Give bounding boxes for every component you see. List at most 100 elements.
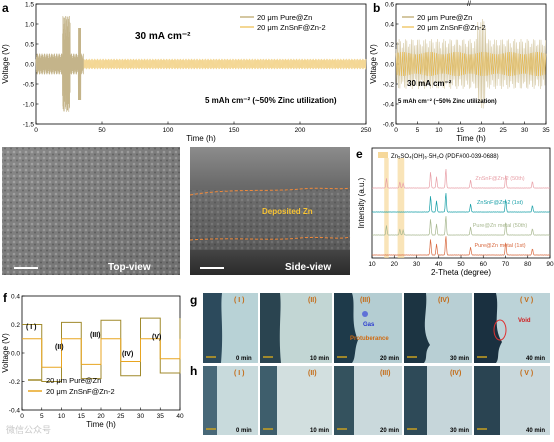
electrode-edge	[334, 366, 354, 435]
frame-time: 0 min	[236, 356, 252, 362]
panel-g-letter: g	[190, 293, 197, 307]
x-tick-label: 5	[416, 127, 420, 134]
y-tick-label: -0.4	[9, 408, 21, 415]
optical-frame: ( I ) 0 min	[203, 366, 258, 435]
panel-e-legend: Zn₅SO₄(OH)₆·5H₂O (PDF#00-039-0688)	[378, 152, 499, 160]
frame-roman: (II)	[308, 297, 317, 304]
x-tick-label: 250	[361, 127, 372, 134]
xrd-trace-label: Pure@Zn metal (1st)	[474, 243, 525, 249]
panel-h-letter: h	[190, 364, 197, 378]
optical-frame: Void ( V ) 40 min	[474, 293, 550, 363]
legend-label-znsnf: 20 μm ZnSnF@Zn-2	[46, 387, 115, 396]
panel-f-stage-5: (V)	[152, 334, 161, 341]
electrode-edge	[404, 366, 427, 435]
legend-label-pure: 20 μm Pure@Zn	[257, 13, 312, 22]
panel-f-stage-2: (II)	[55, 344, 64, 351]
frame-roman: ( V )	[520, 370, 533, 377]
panel-c-sem-image: Top-view	[2, 147, 180, 275]
legend-label-znsnf: 20 μm ZnSnF@Zn-2	[417, 23, 486, 32]
optical-frame: (IV) 30 min	[404, 366, 472, 435]
frame-time: 20 min	[380, 428, 399, 434]
series-znsnf	[22, 338, 181, 368]
x-tick-label: 30	[521, 127, 529, 134]
x-tick-label: 10	[368, 261, 376, 268]
panel-b-axis-break: //	[467, 1, 471, 8]
deposit-boundary-top	[189, 187, 351, 196]
xrd-trace-label: Pure@Zn metal (50th)	[473, 223, 528, 229]
series-pure	[395, 18, 546, 109]
panel-g-frames: ( I ) 0 min (II) 10 min Gas Protuberance…	[203, 293, 550, 363]
x-tick-label: 30	[137, 413, 145, 420]
series-pure	[22, 317, 181, 382]
panel-e-letter: e	[356, 147, 363, 161]
y-tick-label: -1.5	[23, 122, 35, 129]
x-tick-label: 5	[40, 413, 44, 420]
optical-frame: ( V ) 40 min	[474, 366, 550, 435]
legend-swatch-sulfate	[378, 152, 388, 158]
y-tick-label: 0.0	[25, 62, 34, 69]
frame-time: 30 min	[450, 356, 469, 362]
panel-b-annotation-capacity: 5 mAh cm⁻² (~50% Zinc utilization)	[398, 98, 497, 105]
electrode-edge	[260, 293, 281, 363]
frame-roman: (II)	[308, 370, 317, 377]
y-tick-label: -0.4	[383, 102, 395, 109]
x-tick-label: 150	[229, 127, 240, 134]
optical-frame: (III) 20 min	[334, 366, 402, 435]
frame-roman: (III)	[360, 297, 371, 304]
panel-f-chart: 0 5 10 15 20 25 30 35 40 -0.4 -0.2 0.0 0.2 0.4 Time (h…	[1, 294, 184, 430]
electrode-edge	[334, 293, 358, 363]
y-axis-label: Voltage (V)	[1, 333, 10, 373]
x-tick-label: 0	[20, 413, 24, 420]
x-tick-label: 35	[542, 127, 550, 134]
frame-time: 40 min	[526, 356, 545, 362]
series-pure	[35, 15, 84, 112]
panel-f-stage-3: (III)	[90, 332, 101, 339]
x-tick-label: 35	[157, 413, 165, 420]
electrode-edge	[203, 366, 217, 435]
panel-b-legend: 20 μm Pure@Zn 20 μm ZnSnF@Zn-2	[402, 13, 486, 32]
panel-a-letter: a	[2, 1, 9, 15]
annotation-protuberance: Protuberance	[350, 336, 389, 342]
optical-frame: (II) 10 min	[260, 293, 332, 363]
frame-roman: ( I )	[234, 370, 245, 377]
electrode-edge	[474, 293, 502, 363]
panel-d-deposit-label: Deposited Zn	[262, 207, 313, 216]
electrode-edge	[404, 293, 430, 363]
x-tick-label: 25	[500, 127, 508, 134]
x-tick-label: 20	[478, 127, 486, 134]
frame-time: 10 min	[310, 356, 329, 362]
panel-c-view-label: Top-view	[108, 262, 151, 273]
panel-h-frames: ( I ) 0 min (II) 10 min (III) 20 min (IV…	[203, 366, 550, 435]
x-tick-label: 70	[502, 261, 510, 268]
y-tick-label: 1.0	[25, 22, 34, 29]
x-tick-label: 40	[435, 261, 443, 268]
panel-f-stage-4: (IV)	[122, 351, 133, 358]
sem-side-texture	[190, 190, 350, 250]
y-tick-label: -0.2	[9, 379, 21, 386]
panel-b-letter: b	[373, 1, 380, 15]
y-tick-label: 0.5	[25, 42, 34, 49]
annotation-gas: Gas	[363, 322, 375, 328]
y-tick-label: -0.5	[23, 82, 35, 89]
x-tick-label: 30	[413, 261, 421, 268]
panel-a-legend: 20 μm Pure@Zn 20 μm ZnSnF@Zn-2	[240, 13, 326, 32]
y-tick-label: 0.6	[385, 2, 394, 9]
x-axis-label: Time (h)	[456, 134, 486, 143]
x-axis-label: Time (h)	[186, 134, 216, 143]
void-region	[493, 319, 507, 341]
panel-b-annotation-current: 30 mA cm⁻²	[407, 79, 452, 88]
x-axis-label: Time (h)	[86, 420, 116, 429]
optical-frame: (IV) 30 min	[404, 293, 472, 363]
electrode-edge	[203, 293, 223, 363]
x-tick-label: 40	[176, 413, 184, 420]
electrode-edge	[474, 366, 500, 435]
xrd-trace	[371, 193, 551, 213]
y-tick-label: 1.5	[25, 2, 34, 9]
y-axis-label: Intensity (a.u.)	[357, 177, 366, 228]
annotation-void: Void	[518, 318, 531, 324]
y-tick-label: 0.4	[11, 294, 20, 301]
panel-a-annotation-capacity: 5 mAh cm⁻² (~50% Zinc utilization)	[205, 96, 337, 105]
x-tick-label: 80	[524, 261, 532, 268]
x-tick-label: 15	[78, 413, 86, 420]
